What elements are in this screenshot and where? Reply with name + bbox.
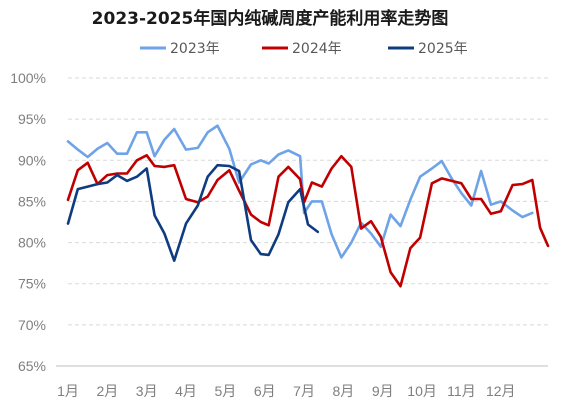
y-gridlines <box>68 77 548 326</box>
chart-title: 2023-2025年国内纯碱周度产能利用率走势图 <box>92 8 449 29</box>
x-axis-ticks: 1月 2月 3月 4月 5月 6月 7月 8月 9月 10月 11月 12月 <box>57 383 515 399</box>
series-line-2 <box>66 154 550 288</box>
x-tick-label: 5月 <box>214 383 236 399</box>
chart-legend: 2023年 2024年 2025年 <box>140 41 468 57</box>
y-axis-ticks: 65% 70% 75% 80% 85% 90% 95% 100% <box>10 70 46 374</box>
x-tick-label: 11月 <box>447 383 476 399</box>
series-line-3 <box>66 163 320 262</box>
x-tick-label: 12月 <box>486 383 516 399</box>
x-tick-label: 3月 <box>136 383 158 399</box>
y-tick-label: 85% <box>18 193 46 209</box>
y-tick-label: 100% <box>10 70 46 86</box>
x-tick-label: 7月 <box>293 383 315 399</box>
legend-label-1: 2023年 <box>170 41 220 57</box>
x-tick-label: 4月 <box>175 383 197 399</box>
x-tick-label: 10月 <box>407 383 437 399</box>
y-tick-label: 80% <box>18 235 46 251</box>
legend-label-3: 2025年 <box>418 41 468 57</box>
y-tick-label: 70% <box>18 317 46 333</box>
x-tick-label: 1月 <box>57 383 79 399</box>
x-tick-label: 9月 <box>372 383 394 399</box>
y-tick-label: 75% <box>18 276 46 292</box>
y-tick-label: 95% <box>18 111 46 127</box>
series-lines <box>66 124 550 288</box>
y-tick-label: 90% <box>18 152 46 168</box>
y-tick-label: 65% <box>18 358 46 374</box>
legend-label-2: 2024年 <box>292 41 342 57</box>
x-tick-label: 8月 <box>333 383 355 399</box>
x-tick-label: 6月 <box>254 383 276 399</box>
x-tick-label: 2月 <box>96 383 118 399</box>
